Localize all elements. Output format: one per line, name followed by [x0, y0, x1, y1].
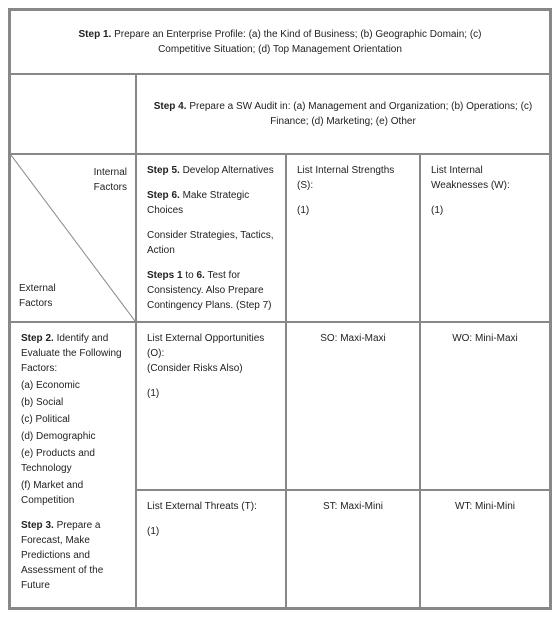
wo-text: WO: Mini-Maxi	[452, 333, 518, 344]
factor-d: (d) Demographic	[21, 429, 125, 444]
factor-f: (f) Market and Competition	[21, 478, 125, 508]
left-steps-cell: Step 2. Identify and Evaluate the Follow…	[10, 322, 136, 608]
step4-label: Step 4.	[154, 101, 187, 112]
weaknesses-header: List Internal Weaknesses (W): (1)	[420, 154, 550, 322]
blank-top-left	[10, 74, 136, 154]
wt-quadrant: WT: Mini-Mini	[420, 490, 550, 608]
steps-5-6-cell: Step 5. Develop Alternatives Step 6. Mak…	[136, 154, 286, 322]
so-text: SO: Maxi-Maxi	[320, 333, 386, 344]
step1-label: Step 1.	[79, 29, 112, 40]
st-quadrant: ST: Maxi-Mini	[286, 490, 420, 608]
factor-e: (e) Products and Technology	[21, 446, 125, 476]
wo-quadrant: WO: Mini-Maxi	[420, 322, 550, 490]
weaknesses-title: List Internal Weaknesses (W):	[431, 163, 539, 193]
step3-label: Step 3.	[21, 520, 54, 531]
threats-item: (1)	[147, 524, 275, 539]
weaknesses-item: (1)	[431, 203, 539, 218]
step4-text: Prepare a SW Audit in: (a) Management an…	[189, 101, 532, 127]
factor-b: (b) Social	[21, 395, 125, 410]
opportunities-title: List External Opportunities (O):	[147, 331, 275, 361]
st-text: ST: Maxi-Mini	[323, 501, 383, 512]
strengths-item: (1)	[297, 203, 409, 218]
strengths-header: List Internal Strengths (S): (1)	[286, 154, 420, 322]
diagonal-cell: Internal Factors External Factors	[10, 154, 136, 322]
factor-a: (a) Economic	[21, 378, 125, 393]
opportunities-item: (1)	[147, 386, 275, 401]
external-line2: Factors	[19, 298, 52, 309]
so-quadrant: SO: Maxi-Maxi	[286, 322, 420, 490]
internal-line2: Factors	[94, 182, 127, 193]
threats-title: List External Threats (T):	[147, 499, 275, 514]
tows-matrix: Step 1. Prepare an Enterprise Profile: (…	[8, 8, 552, 610]
internal-line1: Internal	[94, 167, 127, 178]
strengths-title: List Internal Strengths (S):	[297, 163, 409, 193]
step5-label: Step 5.	[147, 165, 180, 176]
steps1to6-a: Steps 1	[147, 270, 183, 281]
step2-label: Step 2.	[21, 333, 54, 344]
steps1to6-mid: to	[185, 270, 193, 281]
factor-c: (c) Political	[21, 412, 125, 427]
external-line1: External	[19, 283, 56, 294]
step4-cell: Step 4. Prepare a SW Audit in: (a) Manag…	[136, 74, 550, 154]
step1-text: Prepare an Enterprise Profile: (a) the K…	[114, 29, 481, 55]
wt-text: WT: Mini-Mini	[455, 501, 515, 512]
threats-cell: List External Threats (T): (1)	[136, 490, 286, 608]
opportunities-note: (Consider Risks Also)	[147, 361, 275, 376]
opportunities-cell: List External Opportunities (O): (Consid…	[136, 322, 286, 490]
steps1to6-b: 6.	[196, 270, 204, 281]
step5-text: Develop Alternatives	[183, 165, 274, 176]
consider-text: Consider Strategies, Tactics, Action	[147, 228, 275, 258]
step1-cell: Step 1. Prepare an Enterprise Profile: (…	[10, 10, 550, 74]
internal-factors-label: Internal Factors	[94, 165, 127, 195]
external-factors-label: External Factors	[19, 281, 56, 311]
step6-label: Step 6.	[147, 190, 180, 201]
